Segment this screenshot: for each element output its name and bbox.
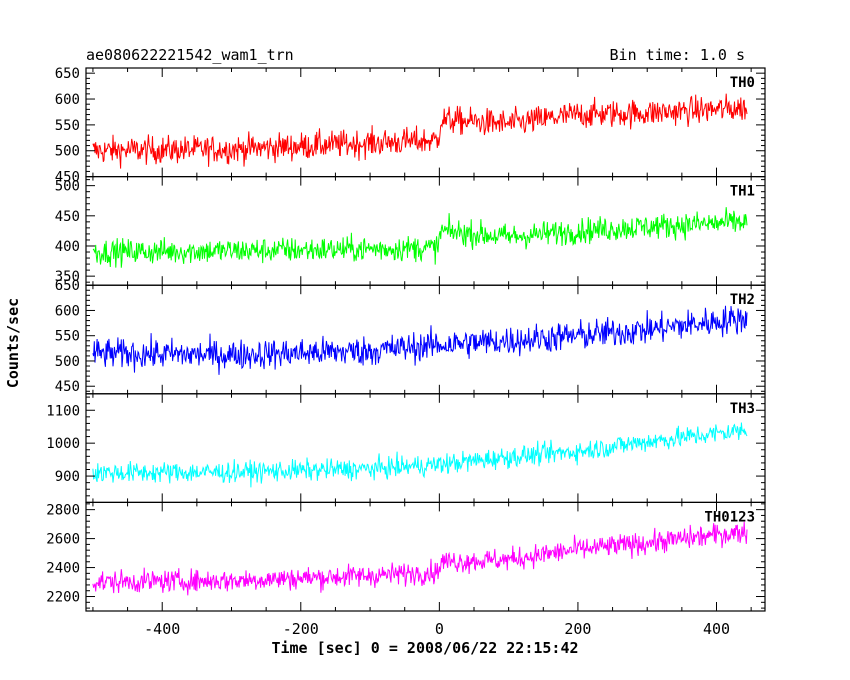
y-tick-label: 350 (55, 269, 80, 285)
x-tick-label: -200 (283, 620, 319, 638)
y-axis-label: Counts/sec (4, 298, 22, 388)
x-tick-label: 400 (703, 620, 730, 638)
y-tick-label: 2200 (46, 590, 80, 606)
chart-title: ae080622221542_wam1_trn (86, 46, 294, 64)
y-tick-label: 600 (55, 303, 80, 319)
y-tick-label: 900 (55, 469, 80, 485)
y-tick-label: 1000 (46, 436, 80, 452)
y-tick-label: 600 (55, 92, 80, 108)
y-tick-label: 2400 (46, 561, 80, 577)
y-tick-label: 650 (55, 278, 80, 294)
y-tick-label: 550 (55, 118, 80, 134)
x-tick-label: -400 (144, 620, 180, 638)
panel-th1: 350 400 450 500 TH1 (55, 176, 766, 286)
x-tick-label: 0 (435, 620, 444, 638)
panel-label-th2: TH2 (730, 292, 755, 308)
y-tick-label: 450 (55, 209, 80, 225)
panel-frame (85, 176, 766, 286)
panel-th0123: 2200 2400 2600 2800 TH0123 (46, 501, 766, 612)
y-tick-label: 2600 (46, 532, 80, 548)
panel-th2: 450 500 550 600 650 TH2 (55, 278, 766, 395)
y-tick-label: 550 (55, 329, 80, 345)
y-tick-label: 450 (55, 379, 80, 395)
y-tick-label: 500 (55, 144, 80, 160)
y-tick-label: 650 (55, 66, 80, 82)
panel-label-th0: TH0 (730, 75, 755, 91)
y-tick-label: 400 (55, 239, 80, 255)
panel-label-th0123: TH0123 (704, 509, 755, 525)
y-tick-label: 1100 (46, 403, 80, 419)
panel-frame (85, 67, 766, 178)
panel-th0: 450 500 550 600 650 TH0 (55, 66, 766, 186)
panel-label-th1: TH1 (730, 184, 755, 200)
panel-th3: 900 1000 1100 TH3 (46, 393, 766, 503)
series-line-th1 (92, 207, 748, 268)
series-line-th2 (92, 305, 748, 375)
y-tick-label: 2800 (46, 503, 80, 519)
panel-frame (85, 393, 766, 503)
series-line-th3 (92, 422, 748, 488)
series-line-th0 (92, 93, 748, 169)
series-line-th0123 (92, 521, 748, 596)
x-axis: -400 -200 0 200 400 (144, 620, 730, 638)
y-tick-label: 500 (55, 354, 80, 370)
bin-time-label: Bin time: 1.0 s (610, 46, 745, 64)
panel-frame (85, 501, 766, 612)
x-tick-label: 200 (564, 620, 591, 638)
panel-label-th3: TH3 (730, 401, 755, 417)
y-tick-label: 500 (55, 179, 80, 195)
y-tick-label: 450 (55, 170, 80, 186)
x-axis-label: Time [sec] 0 = 2008/06/22 22:15:42 (271, 639, 578, 657)
